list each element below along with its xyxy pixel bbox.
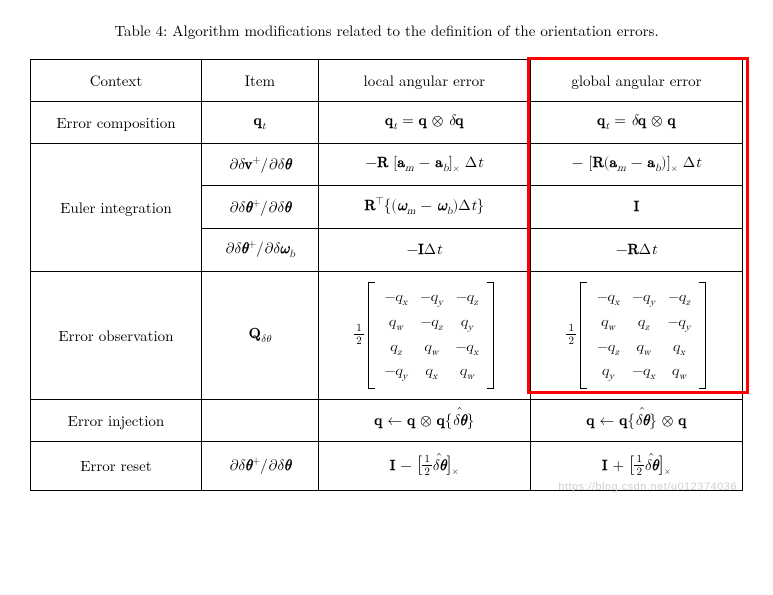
cell-local: −R [am − ab]× Δt: [318, 144, 530, 186]
cell-item: ∂δθ+/∂δωb: [201, 229, 318, 272]
cell-context: Error observation: [31, 272, 202, 400]
row-error-observation: Error observation Qδθ 12 −qx−qy−qz qw−qz…: [31, 272, 743, 400]
cell-local: 12 −qx−qy−qz qw−qzqy qzqw−qx −qyqxqw: [318, 272, 530, 400]
cell-local: qt = q ⊗ δq: [318, 102, 530, 144]
cell-global: −RΔt: [530, 229, 742, 272]
algorithm-table: Context Item local angular error global …: [30, 59, 743, 491]
table-caption: Table 4: Algorithm modifications related…: [30, 20, 743, 41]
frac-num: 1: [566, 323, 576, 335]
cell-context: Error composition: [31, 102, 202, 144]
header-row: Context Item local angular error global …: [31, 60, 743, 102]
frac-den: 2: [354, 335, 364, 348]
cell-item: [201, 400, 318, 442]
row-error-composition: Error composition qt qt = q ⊗ δq qt = δq…: [31, 102, 743, 144]
cell-item: ∂δθ+/∂δθ: [201, 186, 318, 229]
cell-item: ∂δθ+/∂δθ: [201, 442, 318, 490]
cell-global: I: [530, 186, 742, 229]
cell-local: −IΔt: [318, 229, 530, 272]
header-local: local angular error: [318, 60, 530, 102]
global-matrix: −qx−qy−qz qwqz−qy −qzqwqx qy−qxqw: [580, 282, 706, 389]
cell-item: Qδθ: [201, 272, 318, 400]
header-item: Item: [201, 60, 318, 102]
cell-context-euler: Euler integration: [31, 144, 202, 272]
cell-global: qt = δq ⊗ q: [530, 102, 742, 144]
cell-context: Error injection: [31, 400, 202, 442]
frac-num: 1: [354, 323, 364, 335]
cell-local: R⊤{(ωm − ωb)Δt}: [318, 186, 530, 229]
watermark: https://blog.csdn.net/u012374036: [558, 481, 737, 493]
cell-global: 12 −qx−qy−qz qwqz−qy −qzqwqx qy−qxqw: [530, 272, 742, 400]
local-matrix: −qx−qy−qz qw−qzqy qzqw−qx −qyqxqw: [368, 282, 494, 389]
cell-item: qt: [201, 102, 318, 144]
cell-global: − [R(am − ab)]× Δt: [530, 144, 742, 186]
frac-den: 2: [566, 335, 576, 348]
header-global: global angular error: [530, 60, 742, 102]
cell-local: q ← q ⊗ q{δθ}: [318, 400, 530, 442]
cell-item: ∂δv+/∂δθ: [201, 144, 318, 186]
cell-global: q ← q{δθ} ⊗ q: [530, 400, 742, 442]
row-error-injection: Error injection q ← q ⊗ q{δθ} q ← q{δθ} …: [31, 400, 743, 442]
table-holder: Context Item local angular error global …: [30, 59, 743, 491]
cell-context: Error reset: [31, 442, 202, 490]
row-euler-1: Euler integration ∂δv+/∂δθ −R [am − ab]×…: [31, 144, 743, 186]
header-context: Context: [31, 60, 202, 102]
cell-local: I − [12δθ]×: [318, 442, 530, 490]
